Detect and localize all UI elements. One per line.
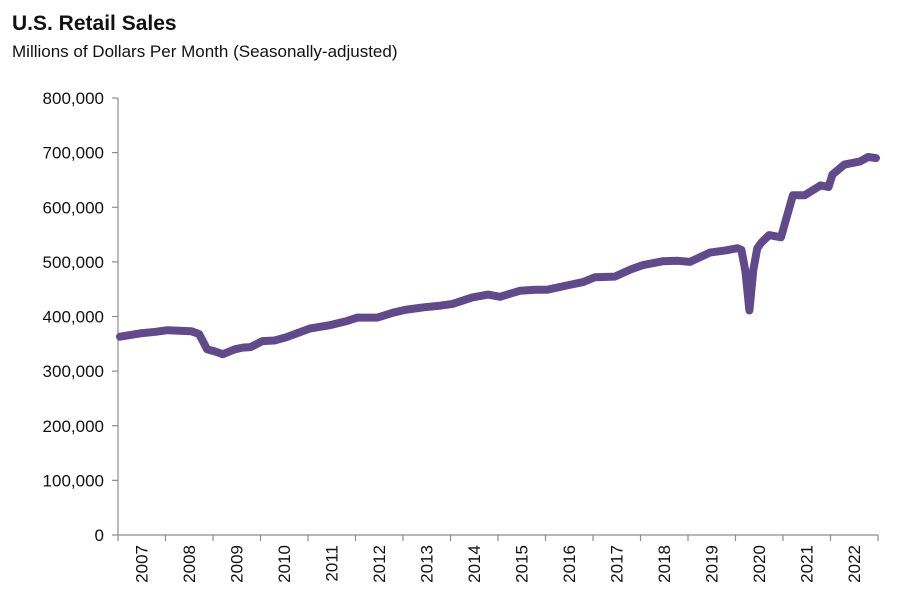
- x-tick-label: 2021: [797, 545, 816, 583]
- y-tick-label: 500,000: [43, 253, 104, 272]
- x-tick-label: 2014: [465, 545, 484, 583]
- x-tick-label: 2022: [845, 545, 864, 583]
- y-tick-label: 100,000: [43, 471, 104, 490]
- y-tick-label: 800,000: [43, 89, 104, 108]
- x-tick-label: 2012: [370, 545, 389, 583]
- x-tick-label: 2017: [607, 545, 626, 583]
- y-tick-label: 700,000: [43, 144, 104, 163]
- x-tick-label: 2015: [512, 545, 531, 583]
- y-tick-label: 300,000: [43, 362, 104, 381]
- y-tick-label: 600,000: [43, 198, 104, 217]
- y-axis: 0 100,000 200,000 300,000 400,000 500,000 600,…: [43, 89, 118, 545]
- x-tick-label: 2010: [275, 545, 294, 583]
- series-layer: [116, 153, 880, 359]
- x-tick-label: 2007: [132, 545, 151, 583]
- x-tick-label: 2016: [560, 545, 579, 583]
- x-tick-label: 2011: [322, 545, 341, 582]
- y-tick-label: 400,000: [43, 308, 104, 327]
- series-line: [116, 153, 880, 359]
- x-tick-label: 2009: [227, 545, 246, 583]
- chart-title: U.S. Retail Sales: [12, 12, 177, 35]
- x-tick-label: 2020: [750, 545, 769, 583]
- x-tick-label: 2008: [180, 545, 199, 583]
- x-tick-label: 2013: [417, 545, 436, 583]
- chart-subtitle: Millions of Dollars Per Month (Seasonall…: [12, 42, 398, 61]
- y-tick-label: 0: [95, 526, 104, 545]
- x-axis: 2007 2008 2009 2010 2011 2012 2013 2014 2015 2016…: [117, 535, 879, 583]
- y-tick-label: 200,000: [43, 417, 104, 436]
- x-tick-label: 2019: [702, 545, 721, 583]
- x-tick-label: 2018: [655, 545, 674, 583]
